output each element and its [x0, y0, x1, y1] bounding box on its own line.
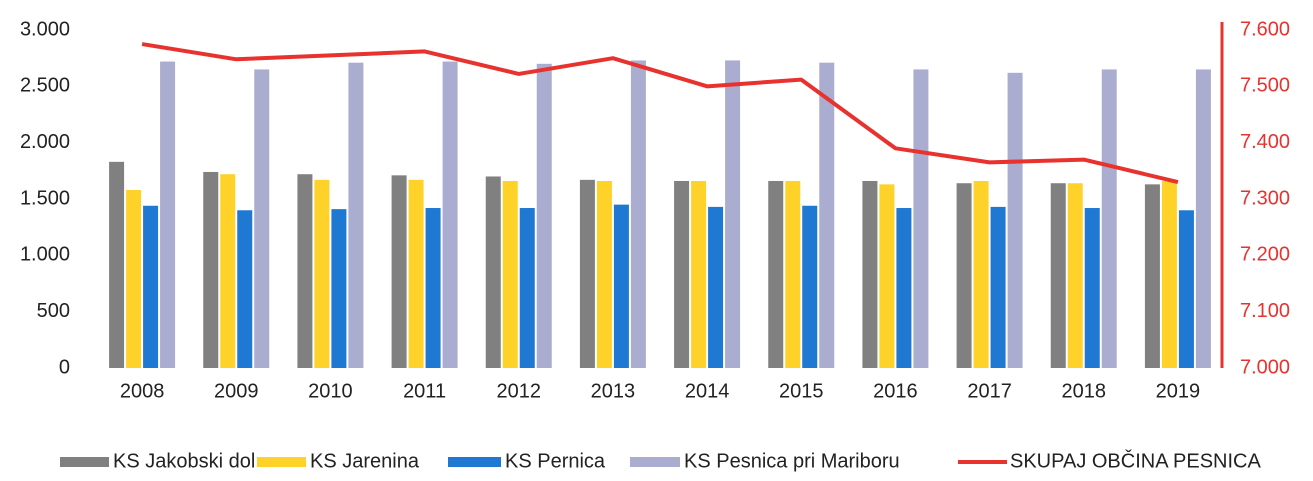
- bar: [768, 180, 784, 368]
- bar: [1067, 183, 1083, 368]
- bar: [109, 161, 125, 368]
- bar: [331, 209, 347, 368]
- bar: [913, 69, 929, 368]
- bar: [896, 208, 912, 368]
- bar: [802, 205, 818, 368]
- bar: [1144, 184, 1160, 368]
- bar: [819, 62, 835, 368]
- x-tick-label: 2018: [1062, 380, 1107, 402]
- bar: [674, 180, 690, 368]
- bar: [425, 208, 441, 368]
- bar: [485, 176, 501, 368]
- bar: [502, 180, 518, 368]
- bar: [519, 208, 535, 368]
- bar: [348, 62, 364, 368]
- bar: [1178, 210, 1194, 368]
- legend-label: KS Pesnica pri Mariboru: [684, 450, 900, 472]
- bar: [990, 206, 1006, 368]
- bar: [143, 205, 159, 368]
- line-series: [141, 42, 1179, 185]
- y-tick-label: 2.000: [20, 131, 70, 153]
- legend-label: SKUPAJ OBČINA PESNICA: [1010, 449, 1261, 472]
- bar: [442, 61, 458, 369]
- bar: [691, 180, 707, 368]
- bar: [1050, 183, 1066, 368]
- bar: [391, 175, 407, 368]
- legend-swatch: [630, 457, 680, 467]
- y-tick-label: 500: [37, 300, 70, 322]
- x-tick-label: 2017: [967, 380, 1012, 402]
- legend-swatch: [257, 457, 306, 467]
- y-tick-label: 2.500: [20, 75, 70, 97]
- bar: [254, 69, 270, 368]
- bar: [536, 63, 552, 369]
- bar: [126, 189, 142, 368]
- bar: [1195, 69, 1211, 368]
- bar: [862, 180, 878, 368]
- bar: [785, 180, 801, 368]
- y2-tick-label: 7.500: [1240, 75, 1290, 97]
- y2-tick-label: 7.400: [1240, 131, 1290, 153]
- y2-tick-label: 7.600: [1240, 18, 1290, 40]
- bar: [579, 179, 595, 368]
- x-tick-label: 2008: [120, 380, 165, 402]
- y2-tick-label: 7.300: [1240, 187, 1290, 209]
- bar: [596, 180, 612, 368]
- x-tick-label: 2014: [685, 380, 730, 402]
- bar: [1161, 180, 1177, 368]
- bar: [1101, 69, 1117, 368]
- bar: [1084, 208, 1100, 368]
- y2-tick-label: 7.000: [1240, 356, 1290, 378]
- legend-swatch: [448, 457, 501, 467]
- bar: [725, 60, 741, 369]
- bar: [408, 179, 424, 368]
- y2-tick-label: 7.100: [1240, 300, 1290, 322]
- bar: [630, 60, 646, 369]
- x-tick-label: 2010: [308, 380, 353, 402]
- bar: [220, 174, 236, 368]
- bar: [297, 174, 313, 368]
- bar: [203, 171, 219, 368]
- x-tick-label: 2013: [591, 380, 636, 402]
- bar: [1007, 72, 1023, 369]
- legend-swatch: [60, 457, 109, 467]
- x-tick-label: 2009: [214, 380, 259, 402]
- y-tick-label: 1.000: [20, 244, 70, 266]
- bar: [613, 204, 629, 368]
- bar: [879, 184, 895, 368]
- x-tick-label: 2011: [403, 380, 446, 402]
- legend-label: KS Jarenina: [310, 450, 420, 472]
- x-tick-label: 2019: [1156, 380, 1201, 402]
- y-tick-label: 1.500: [20, 187, 70, 209]
- y-tick-label: 0: [59, 356, 70, 378]
- x-tick-label: 2016: [873, 380, 918, 402]
- legend-label: KS Jakobski dol: [113, 450, 255, 472]
- y2-tick-label: 7.200: [1240, 244, 1290, 266]
- legend-label: KS Pernica: [505, 450, 606, 472]
- bar: [237, 210, 253, 368]
- x-tick-label: 2012: [497, 380, 542, 402]
- y-tick-label: 3.000: [20, 18, 70, 40]
- bar: [314, 179, 330, 368]
- x-tick-label: 2015: [779, 380, 824, 402]
- bar: [956, 183, 972, 368]
- bar: [160, 61, 176, 369]
- bar: [708, 206, 724, 368]
- bar: [973, 180, 989, 368]
